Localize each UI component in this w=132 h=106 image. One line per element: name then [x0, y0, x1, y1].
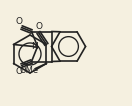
Text: O: O — [15, 67, 22, 76]
Text: N: N — [31, 42, 38, 51]
Text: O: O — [36, 22, 43, 31]
Text: O: O — [15, 17, 22, 26]
Text: OMe: OMe — [20, 66, 39, 75]
